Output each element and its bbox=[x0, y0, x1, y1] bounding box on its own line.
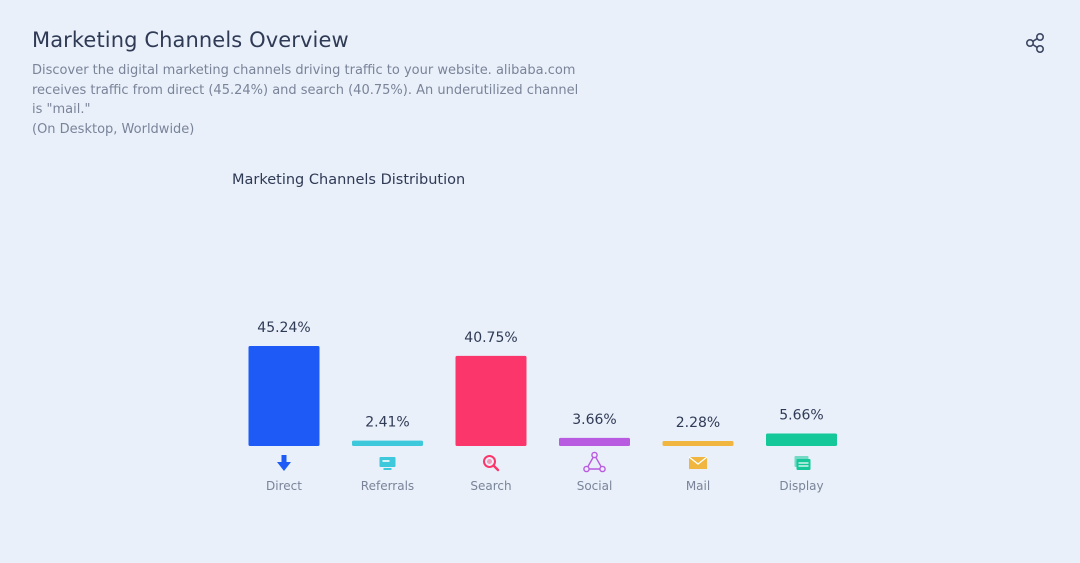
category-label: Referrals bbox=[361, 479, 414, 493]
category-label: Search bbox=[470, 479, 511, 493]
category-label: Direct bbox=[266, 479, 302, 493]
bar-group-search[interactable]: 40.75% Search bbox=[455, 330, 527, 493]
display-screen-icon bbox=[794, 456, 811, 470]
share-button[interactable] bbox=[1022, 30, 1048, 56]
bar-group-referrals[interactable]: 2.41% Referrals bbox=[352, 415, 423, 493]
description-line: receives traffic from direct (45.24%) an… bbox=[32, 82, 579, 98]
bar-group-display[interactable]: 5.66% Display bbox=[766, 407, 837, 493]
bar-direct[interactable] bbox=[248, 346, 320, 446]
bar-search[interactable] bbox=[455, 355, 527, 446]
referrals-monitor-icon bbox=[379, 457, 396, 470]
description-line: Discover the digital marketing channels … bbox=[32, 63, 576, 78]
value-label: 45.24% bbox=[257, 320, 310, 336]
bar-group-direct[interactable]: 45.24% Direct bbox=[248, 320, 320, 493]
search-magnifier-icon bbox=[483, 455, 500, 472]
value-label: 2.28% bbox=[676, 415, 720, 431]
value-label: 2.41% bbox=[365, 415, 409, 431]
bar-group-mail[interactable]: 2.28% Mail bbox=[662, 415, 734, 493]
category-label: Display bbox=[779, 479, 823, 493]
bar-mail[interactable] bbox=[662, 440, 734, 446]
value-label: 5.66% bbox=[779, 407, 823, 423]
category-label: Mail bbox=[686, 479, 710, 493]
description-scope: (On Desktop, Worldwide) bbox=[32, 121, 195, 137]
page-description: Discover the digital marketing channels … bbox=[32, 61, 592, 139]
bar-group-social[interactable]: 3.66% Social bbox=[559, 412, 630, 493]
description-line: is "mail." bbox=[32, 102, 91, 117]
value-label: 40.75% bbox=[464, 330, 517, 346]
chart-title: Marketing Channels Distribution bbox=[232, 172, 466, 188]
mail-envelope-icon bbox=[688, 456, 708, 469]
bar-display[interactable] bbox=[766, 433, 837, 446]
page-title: Marketing Channels Overview bbox=[32, 28, 349, 52]
social-share-icon bbox=[583, 451, 606, 473]
value-label: 3.66% bbox=[572, 412, 616, 428]
bar-referrals[interactable] bbox=[352, 440, 423, 446]
bar-social[interactable] bbox=[559, 437, 630, 446]
direct-arrow-icon bbox=[277, 455, 291, 471]
share-icon bbox=[1026, 32, 1045, 54]
category-label: Social bbox=[577, 479, 613, 493]
